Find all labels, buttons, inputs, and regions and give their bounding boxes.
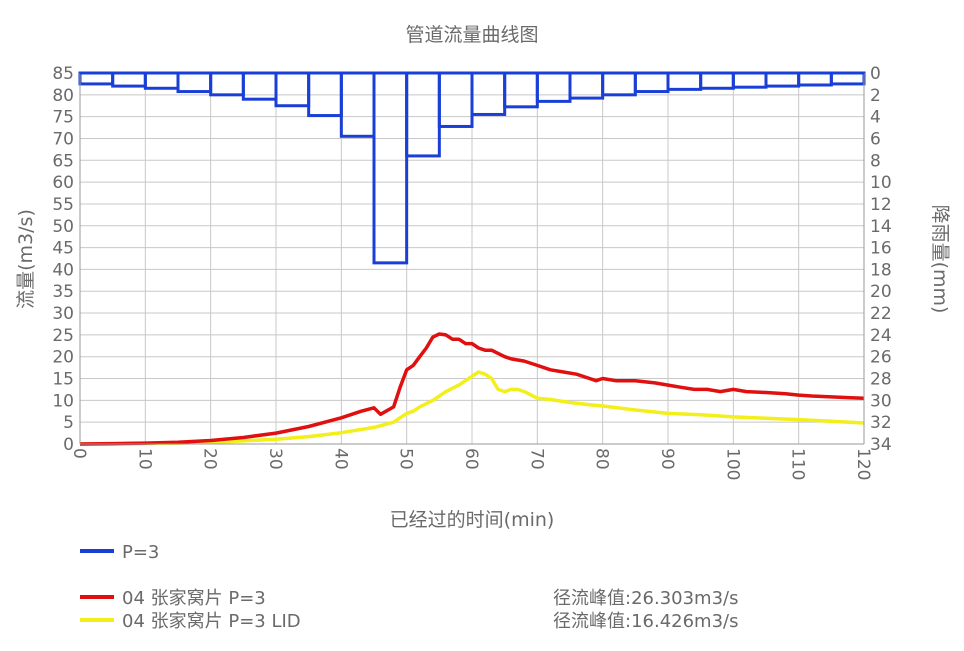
- chart-title: 管道流量曲线图: [405, 24, 538, 46]
- y-left-tick-label-11: 55: [52, 195, 74, 215]
- rain-bar-2: [143, 71, 180, 90]
- x-tick-label-6: 60: [461, 448, 481, 470]
- y-left-tick-label-8: 40: [52, 260, 74, 280]
- grid-lines: [79, 72, 865, 445]
- y-left-tick-label-15: 75: [52, 108, 74, 128]
- series-line-1: [79, 332, 865, 446]
- y-left-tick-label-16: 80: [52, 86, 74, 106]
- y-right-tick-label-13: 26: [870, 348, 892, 368]
- y-left-tick-label-7: 35: [52, 282, 74, 302]
- y-right-tick-label-5: 10: [870, 173, 892, 193]
- y-right-tick-label-3: 6: [870, 129, 881, 149]
- rain-bar-23: [829, 71, 866, 86]
- rain-bar-11: [437, 71, 474, 128]
- y-left-tick-label-13: 65: [52, 151, 74, 171]
- legend-label-series-1: 04 张家窝片 P=3: [122, 588, 266, 609]
- y-left-axis-label: 流量(m3/s): [15, 209, 37, 309]
- rain-bar-4: [209, 71, 245, 97]
- rain-bar-8: [339, 71, 376, 138]
- y-left-tick-label-6: 30: [52, 304, 74, 324]
- y-right-tick-label-4: 8: [870, 151, 881, 171]
- series-line-2: [80, 370, 865, 446]
- y-right-tick-label-6: 12: [870, 195, 892, 215]
- x-tick-label-0: 0: [69, 448, 89, 459]
- y-right-tick-label-8: 16: [870, 239, 892, 259]
- y-right-tick-label-7: 14: [870, 217, 892, 237]
- x-tick-label-9: 90: [657, 448, 677, 470]
- x-tick-label-3: 30: [265, 448, 285, 470]
- y-left-tick-label-12: 60: [52, 173, 74, 193]
- rain-bar-12: [470, 71, 507, 116]
- x-axis-label: 已经过的时间(min): [390, 509, 555, 531]
- x-tick-label-11: 110: [788, 448, 808, 480]
- rain-bar-22: [797, 71, 833, 87]
- y-left-tick-label-10: 50: [52, 217, 74, 237]
- y-right-tick-label-1: 2: [870, 86, 881, 106]
- y-right-tick-label-15: 30: [870, 391, 892, 411]
- rain-bar-14: [535, 71, 572, 103]
- y-left-tick-label-14: 70: [52, 129, 74, 149]
- peak-label-series-1: 径流峰值:26.303m3/s: [553, 588, 738, 609]
- x-tick-label-8: 80: [592, 448, 612, 470]
- x-tick-label-2: 20: [200, 448, 220, 470]
- plot-frame: [79, 71, 865, 445]
- y-right-tick-label-17: 34: [870, 435, 892, 455]
- y-right-tick-label-14: 28: [870, 370, 892, 390]
- flow-lines: [79, 332, 865, 446]
- y-left-tick-label-5: 25: [52, 326, 74, 346]
- rain-bar-7: [307, 71, 343, 118]
- x-tick-label-12: 120: [853, 448, 873, 480]
- x-tick-label-1: 10: [134, 448, 154, 470]
- rain-bar-3: [176, 71, 213, 94]
- y-right-tick-label-10: 20: [870, 282, 892, 302]
- rain-bar-0: [78, 71, 115, 86]
- rain-bar-16: [601, 71, 637, 97]
- x-tick-label-7: 70: [526, 448, 546, 470]
- y-left-tick-label-2: 10: [52, 391, 74, 411]
- y-right-axis-label: 降雨量(mm): [929, 205, 951, 314]
- rain-bar-13: [503, 71, 539, 109]
- legend: P=3 04 张家窝片 P=3 径流峰值:26.303m3/s 04 张家窝片 …: [80, 542, 738, 632]
- rain-bar-20: [731, 71, 768, 89]
- rain-bar-6: [274, 71, 311, 108]
- y-left-tick-label-3: 15: [52, 370, 74, 390]
- peak-label-series-2: 径流峰值:16.426m3/s: [553, 611, 738, 632]
- rain-bar-18: [666, 71, 703, 91]
- legend-label-rain: P=3: [122, 542, 159, 563]
- rain-bar-1: [111, 71, 147, 88]
- y-left-tick-label-17: 85: [52, 64, 74, 84]
- rain-bar-21: [764, 71, 801, 88]
- x-tick-label-5: 50: [396, 448, 416, 470]
- rain-bar-10: [405, 71, 441, 158]
- rain-bar-9: [372, 71, 409, 265]
- y-right-tick-label-0: 0: [870, 64, 881, 84]
- y-left-tick-label-0: 0: [63, 435, 74, 455]
- x-axis-ticks: 0 10 20 30 40 50 60 70 80 90 100 110 120: [69, 448, 873, 480]
- legend-label-series-2: 04 张家窝片 P=3 LID: [122, 611, 301, 632]
- y-left-tick-label-4: 20: [52, 348, 74, 368]
- y-right-tick-label-11: 22: [870, 304, 892, 324]
- x-tick-label-4: 40: [330, 448, 350, 470]
- x-tick-label-10: 100: [722, 448, 742, 480]
- y-left-tick-label-1: 5: [63, 413, 74, 433]
- y-right-tick-label-2: 4: [870, 108, 881, 128]
- rain-bar-19: [699, 71, 735, 90]
- y-right-tick-label-16: 32: [870, 413, 892, 433]
- y-right-tick-label-12: 24: [870, 326, 892, 346]
- y-right-tick-label-9: 18: [870, 260, 892, 280]
- rain-bar-17: [633, 71, 670, 94]
- y-left-tick-label-9: 45: [52, 239, 74, 259]
